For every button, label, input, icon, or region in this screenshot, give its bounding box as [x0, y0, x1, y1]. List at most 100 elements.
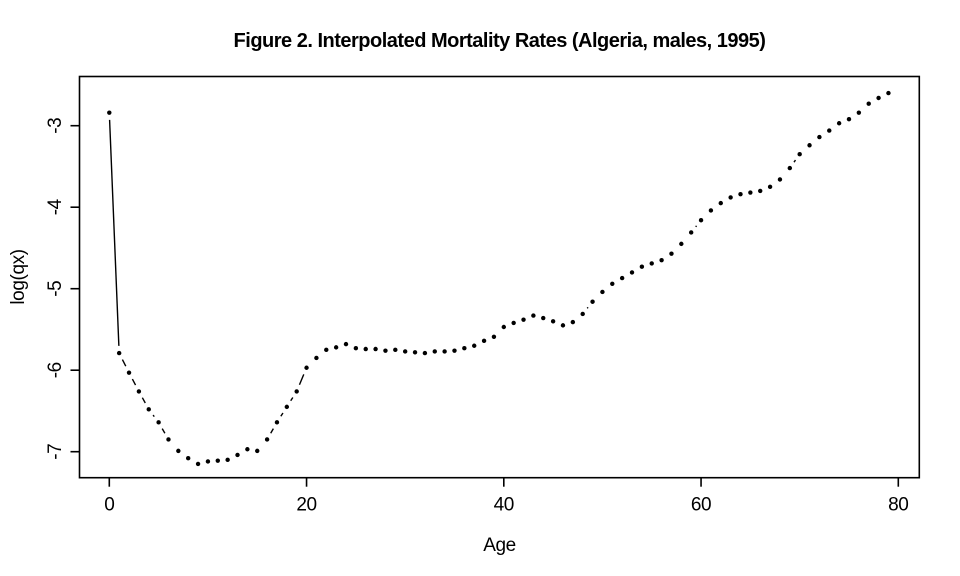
data-points-layer — [107, 90, 891, 467]
data-point — [264, 437, 270, 442]
data-point — [314, 355, 319, 361]
y-tick-label: -5 — [45, 281, 66, 297]
data-point — [688, 230, 694, 235]
data-point — [343, 341, 349, 347]
data-point — [570, 319, 576, 325]
data-point — [481, 338, 487, 344]
data-point — [373, 346, 378, 352]
data-point — [501, 324, 506, 330]
data-point — [521, 317, 526, 322]
data-point — [156, 420, 161, 425]
data-point — [767, 184, 773, 190]
data-point — [619, 275, 625, 281]
data-point — [294, 389, 299, 394]
data-point — [856, 110, 862, 115]
connector-segment — [793, 159, 797, 163]
connector-segment — [280, 412, 284, 417]
data-point — [807, 143, 812, 148]
data-point — [659, 257, 664, 263]
data-point — [462, 345, 467, 351]
data-point — [432, 349, 437, 354]
data-point — [225, 457, 230, 463]
data-point — [452, 348, 457, 353]
data-point — [876, 95, 881, 101]
data-point — [718, 200, 723, 206]
data-point — [304, 365, 309, 370]
data-point — [560, 323, 566, 328]
data-point — [580, 311, 585, 317]
data-point — [797, 152, 802, 157]
data-point — [472, 343, 477, 348]
data-point — [383, 348, 388, 353]
data-point — [245, 447, 250, 452]
data-point — [846, 116, 852, 122]
data-point — [866, 101, 871, 106]
data-point — [146, 407, 151, 412]
data-point — [511, 320, 516, 326]
data-point — [136, 389, 142, 394]
data-point — [817, 134, 822, 140]
x-tick-label: 80 — [888, 495, 908, 516]
connector-segment — [161, 428, 166, 434]
data-point — [186, 456, 191, 461]
data-point — [777, 177, 783, 182]
data-point — [176, 448, 181, 454]
data-point — [195, 461, 201, 467]
connector-segment — [131, 378, 137, 386]
connector-segment — [152, 414, 155, 418]
chart-title: Figure 2. Interpolated Mortality Rates (… — [234, 30, 766, 52]
data-point — [333, 345, 339, 350]
data-point — [639, 264, 645, 269]
data-point — [491, 334, 497, 339]
axes-ticks-layer: 0 20 40 60 80 -7 -6 -5 -4 -3 — [45, 118, 909, 516]
plot-area-border — [78, 75, 921, 479]
data-point — [669, 251, 674, 256]
y-tick-label: -3 — [45, 118, 66, 134]
data-point — [116, 350, 122, 356]
y-tick-label: -6 — [45, 362, 66, 378]
x-tick-label: 0 — [104, 495, 114, 516]
data-point — [324, 347, 329, 353]
connector-segment — [121, 359, 127, 367]
data-point — [728, 195, 733, 200]
data-point — [274, 420, 280, 425]
data-point — [393, 347, 398, 353]
data-point — [600, 289, 605, 295]
data-point — [284, 404, 290, 410]
data-point — [886, 90, 891, 96]
y-tick-label: -7 — [45, 444, 66, 460]
y-axis-title: log(qx) — [8, 249, 29, 304]
data-point — [215, 458, 220, 463]
data-point — [758, 188, 763, 194]
data-point — [126, 370, 132, 375]
x-tick-label: 60 — [691, 495, 711, 516]
data-point — [255, 448, 260, 454]
x-tick-label: 40 — [494, 495, 514, 516]
data-point — [353, 345, 359, 351]
data-point — [107, 110, 112, 115]
connector-segments-layer — [108, 119, 797, 434]
connector-segment — [586, 306, 589, 309]
x-tick-label: 20 — [296, 495, 316, 516]
data-point — [442, 349, 447, 354]
data-point — [541, 315, 546, 321]
data-point — [550, 319, 556, 324]
connector-segment — [290, 397, 294, 402]
data-point — [205, 459, 211, 464]
data-point — [748, 190, 753, 195]
data-point — [402, 349, 408, 354]
data-point — [610, 281, 615, 287]
data-point — [412, 350, 418, 355]
data-point — [166, 437, 171, 442]
data-point — [649, 261, 654, 266]
data-point — [422, 350, 428, 356]
x-axis-title: Age — [483, 535, 516, 556]
connector-segment — [298, 374, 305, 386]
data-point — [531, 313, 536, 318]
data-point — [738, 191, 743, 197]
data-point — [836, 121, 842, 126]
data-point — [590, 299, 595, 304]
data-point — [679, 241, 684, 247]
